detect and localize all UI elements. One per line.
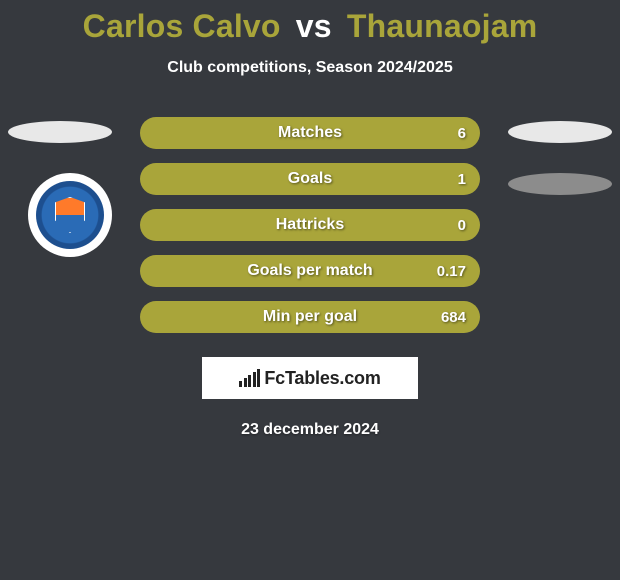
stat-label: Goals per match <box>247 262 372 280</box>
stats-panel: Matches 6 Goals 1 Hattricks 0 Goals per match 0… <box>0 117 620 333</box>
stat-value: 684 <box>441 309 466 326</box>
club-badge-inner <box>36 181 104 249</box>
stat-label: Goals <box>288 170 332 188</box>
left-oval-top <box>8 121 112 143</box>
footer-date: 23 december 2024 <box>0 421 620 439</box>
right-oval-top <box>508 121 612 143</box>
stat-label: Hattricks <box>276 216 344 234</box>
stat-bar: Matches 6 <box>140 117 480 149</box>
branding-bar <box>244 378 247 387</box>
barchart-icon <box>239 369 260 387</box>
title-player-b: Thaunaojam <box>347 8 537 44</box>
title-player-a: Carlos Calvo <box>83 8 281 44</box>
branding-bar <box>248 375 251 387</box>
page-title: Carlos Calvo vs Thaunaojam <box>0 0 620 45</box>
branding-text: FcTables.com <box>264 368 380 389</box>
stat-row: Min per goal 684 <box>0 301 620 333</box>
title-vs: vs <box>296 8 332 44</box>
stat-value: 0.17 <box>437 263 466 280</box>
branding-bar <box>253 372 256 387</box>
club-badge-shield-icon <box>55 197 85 233</box>
stat-value: 0 <box>458 217 466 234</box>
stat-bar: Goals per match 0.17 <box>140 255 480 287</box>
stat-bar: Min per goal 684 <box>140 301 480 333</box>
subtitle: Club competitions, Season 2024/2025 <box>0 59 620 77</box>
stat-label: Matches <box>278 124 342 142</box>
right-oval-mid <box>508 173 612 195</box>
club-badge <box>28 173 112 257</box>
stat-value: 6 <box>458 125 466 142</box>
branding-bar <box>257 369 260 387</box>
stat-value: 1 <box>458 171 466 188</box>
branding-box: FcTables.com <box>202 357 418 399</box>
stat-row: Goals per match 0.17 <box>0 255 620 287</box>
stat-bar: Goals 1 <box>140 163 480 195</box>
branding-bar <box>239 381 242 387</box>
stat-label: Min per goal <box>263 308 357 326</box>
stat-bar: Hattricks 0 <box>140 209 480 241</box>
